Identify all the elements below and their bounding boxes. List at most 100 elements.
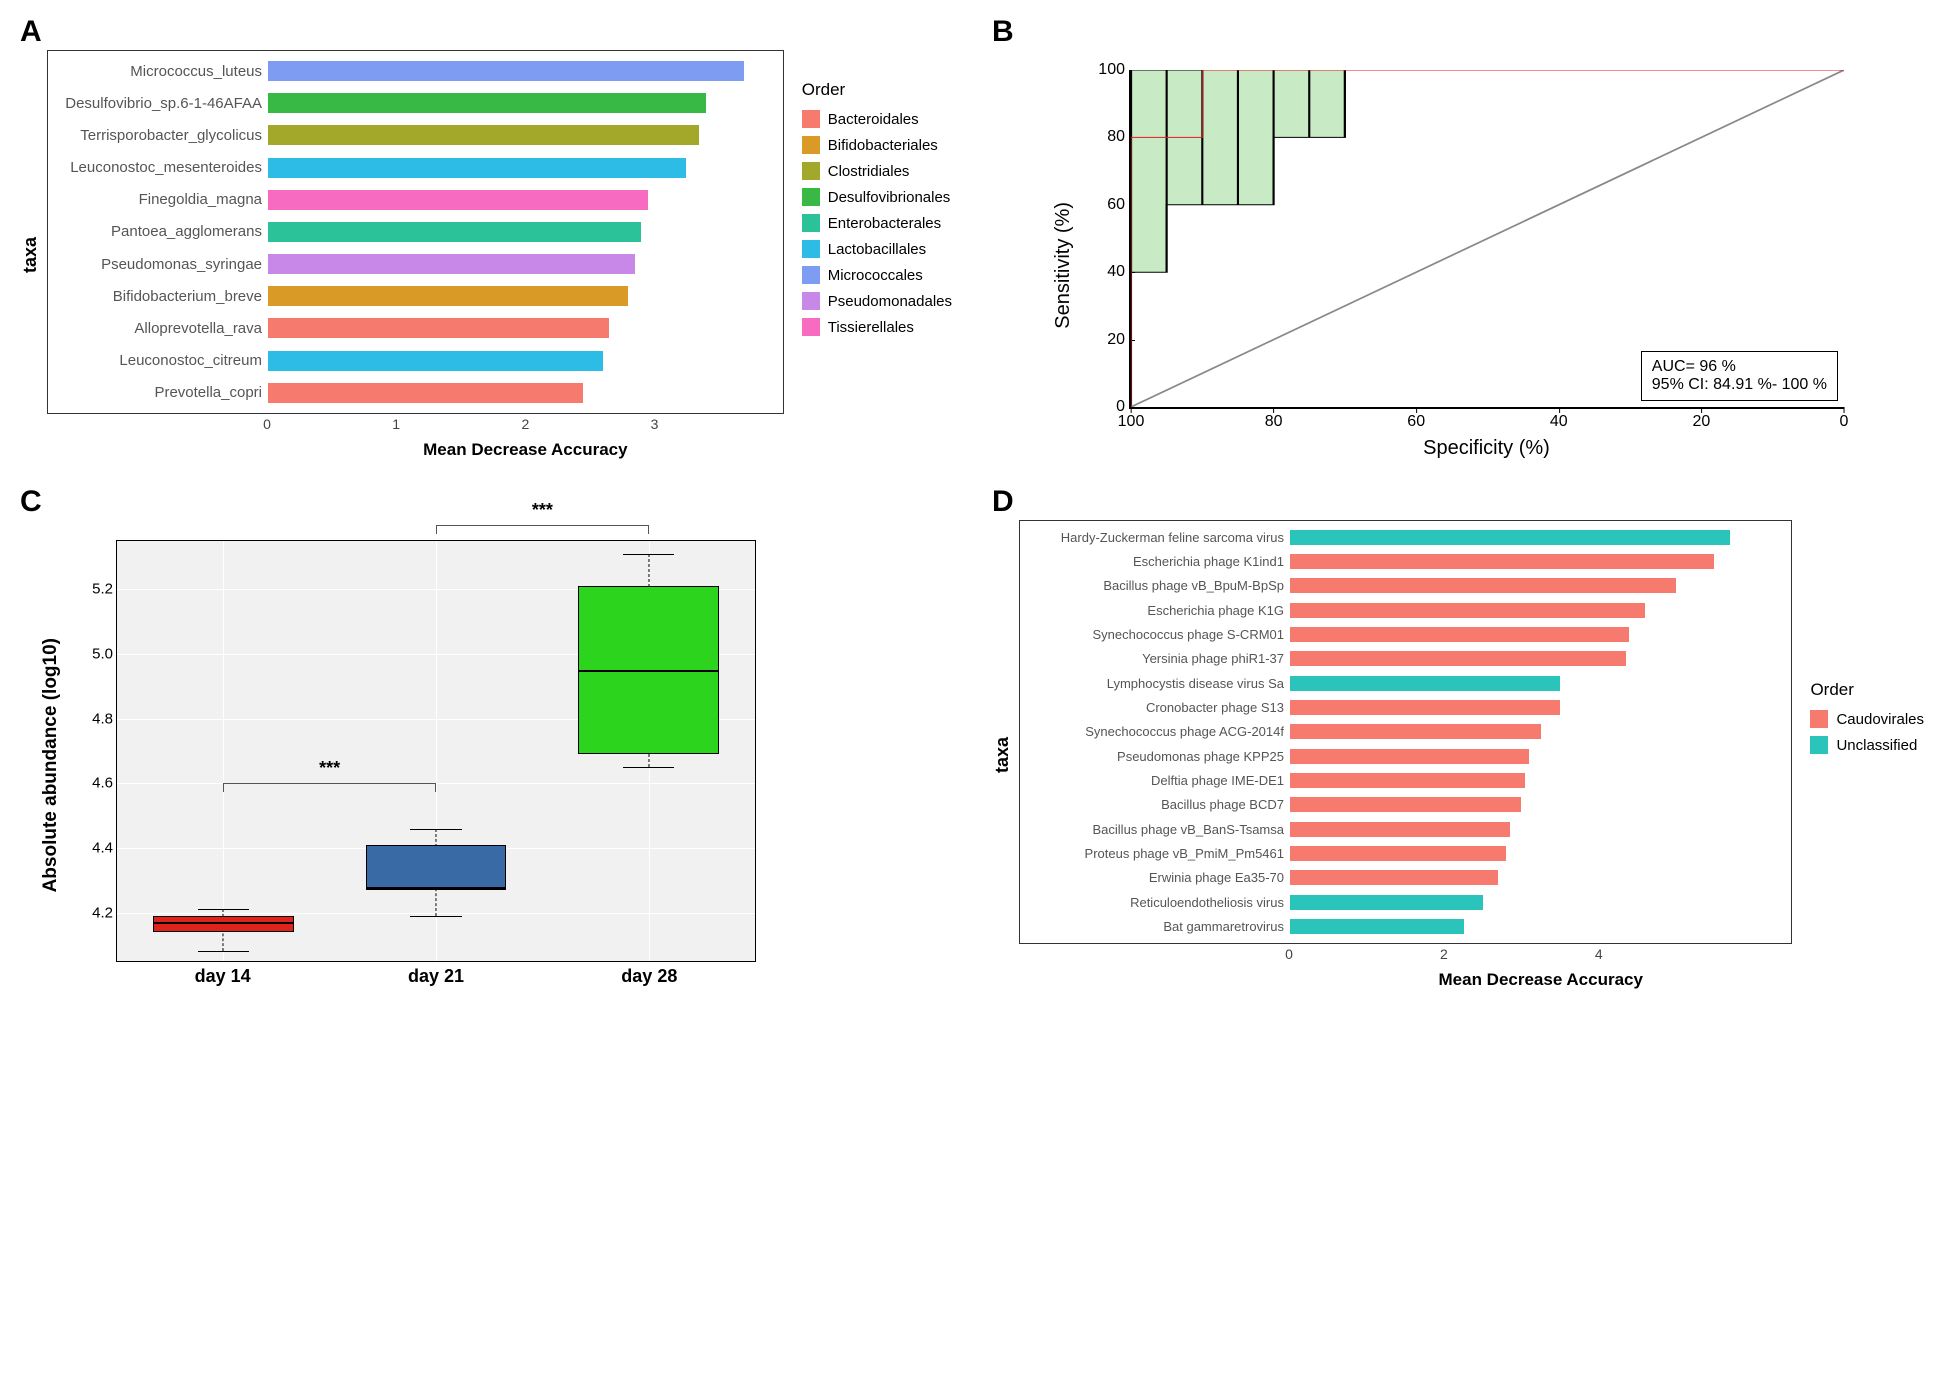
panel-c-ylabel: Absolute abundance (log10) — [40, 638, 68, 892]
legend-swatch — [802, 266, 820, 284]
panel-b-xlabel: Specificity (%) — [1129, 437, 1844, 460]
panel-d-ylabel: taxa — [992, 737, 1019, 773]
panel-d-taxon: Cronobacter phage S13 — [1028, 700, 1284, 715]
panel-d-xlabel: Mean Decrease Accuracy — [1289, 970, 1792, 990]
figure-grid: A taxa Micrococcus_luteusDesulfovibrio_s… — [20, 20, 1924, 990]
legend-swatch — [802, 292, 820, 310]
legend-item: Bacteroidales — [802, 110, 952, 128]
panel-d-bar — [1290, 627, 1629, 642]
xtick: 1 — [392, 416, 400, 432]
roc-ci-band — [1131, 70, 1559, 407]
legend-swatch — [802, 188, 820, 206]
xtick: 4 — [1595, 946, 1603, 962]
panel-d-taxon: Proteus phage vB_PmiM_Pm5461 — [1028, 846, 1284, 861]
panel-a-taxon: Prevotella_copri — [56, 384, 262, 401]
legend-item: Micrococcales — [802, 266, 952, 284]
legend-item: Lactobacillales — [802, 240, 952, 258]
panel-d-bar — [1290, 822, 1510, 837]
panel-a-bar — [268, 254, 635, 274]
panel-a-label: A — [20, 15, 42, 49]
legend-label: Clostridiales — [828, 163, 910, 180]
panel-d-taxon: Bacillus phage vB_BanS-Tsamsa — [1028, 822, 1284, 837]
panel-a-taxon: Alloprevotella_rava — [56, 320, 262, 337]
panel-c: C Absolute abundance (log10) 4.24.44.64.… — [20, 490, 952, 990]
panel-d-bar — [1290, 578, 1676, 593]
legend-swatch — [802, 318, 820, 336]
xtick: 3 — [651, 416, 659, 432]
xtick: 2 — [521, 416, 529, 432]
panel-b-label: B — [992, 15, 1014, 49]
panel-a-bar — [268, 286, 628, 306]
legend-item: Caudovirales — [1810, 710, 1924, 728]
ytick: 4.2 — [92, 904, 113, 921]
panel-d-bar — [1290, 846, 1506, 861]
panel-d-bar — [1290, 700, 1560, 715]
legend-label: Micrococcales — [828, 267, 923, 284]
panel-d-taxon: Bat gammaretrovirus — [1028, 919, 1284, 934]
legend-item: Desulfovibrionales — [802, 188, 952, 206]
legend-swatch — [802, 240, 820, 258]
panel-a-taxon: Finegoldia_magna — [56, 191, 262, 208]
panel-b: B Sensitivity (%) 020406080100 AUC= 96 %… — [992, 20, 1924, 460]
ytick: 5.0 — [92, 646, 113, 663]
legend-label: Desulfovibrionales — [828, 189, 951, 206]
panel-d-taxon: Reticuloendotheliosis virus — [1028, 895, 1284, 910]
panel-d-taxon: Pseudomonas phage KPP25 — [1028, 749, 1284, 764]
panel-b-ylabel: Sensitivity (%) — [1052, 202, 1079, 329]
xtick: 0 — [263, 416, 271, 432]
legend-item: Clostridiales — [802, 162, 952, 180]
panel-a-bar — [268, 158, 686, 178]
panel-a-bar — [268, 125, 699, 145]
panel-d-bar — [1290, 749, 1529, 764]
ytick: 4.4 — [92, 839, 113, 856]
legend-label: Unclassified — [1836, 737, 1917, 754]
panel-d-taxon: Yersinia phage phiR1-37 — [1028, 651, 1284, 666]
panel-d-taxon: Synechococcus phage ACG-2014f — [1028, 724, 1284, 739]
legend-swatch — [802, 136, 820, 154]
panel-a-ylabel: taxa — [20, 237, 47, 273]
legend-swatch — [1810, 710, 1828, 728]
panel-a-taxon: Pseudomonas_syringae — [56, 256, 262, 273]
panel-d-legend: Order Caudovirales Unclassified — [1810, 520, 1924, 762]
ytick: 4.6 — [92, 775, 113, 792]
panel-d-bar — [1290, 530, 1730, 545]
panel-a-chart: taxa Micrococcus_luteusDesulfovibrio_sp.… — [20, 50, 952, 460]
xtick: 60 — [1407, 413, 1425, 431]
auc-ci: 95% CI: 84.91 %- 100 % — [1652, 376, 1827, 394]
legend-item: Tissierellales — [802, 318, 952, 336]
panel-a-legend-title: Order — [802, 80, 952, 100]
xtick: 20 — [1692, 413, 1710, 431]
panel-a-bar — [268, 383, 583, 403]
panel-a-bar — [268, 318, 609, 338]
panel-a-xlabel: Mean Decrease Accuracy — [267, 440, 784, 460]
panel-a-taxon: Leuconostoc_mesenteroides — [56, 159, 262, 176]
legend-label: Caudovirales — [1836, 711, 1924, 728]
legend-swatch — [802, 162, 820, 180]
panel-d: D taxa Hardy-Zuckerman feline sarcoma vi… — [992, 490, 1924, 990]
significance-label: *** — [319, 758, 340, 779]
panel-a: A taxa Micrococcus_luteusDesulfovibrio_s… — [20, 20, 952, 460]
panel-c-chart: Absolute abundance (log10) 4.24.44.64.85… — [20, 520, 952, 990]
panel-d-legend-title: Order — [1810, 680, 1924, 700]
ytick: 100 — [1098, 61, 1125, 79]
xtick: 40 — [1550, 413, 1568, 431]
panel-d-label: D — [992, 485, 1014, 519]
ytick: 60 — [1107, 196, 1125, 214]
panel-d-bar — [1290, 919, 1464, 934]
panel-d-taxon: Bacillus phage vB_BpuM-BpSp — [1028, 578, 1284, 593]
legend-swatch — [802, 110, 820, 128]
panel-d-taxon: Lymphocystis disease virus Sa — [1028, 676, 1284, 691]
panel-d-bar — [1290, 724, 1541, 739]
xtick: day 14 — [195, 966, 251, 987]
ytick: 80 — [1107, 128, 1125, 146]
panel-a-legend: Order BacteroidalesBifidobacterialesClos… — [802, 50, 952, 344]
panel-d-taxon: Hardy-Zuckerman feline sarcoma virus — [1028, 530, 1284, 545]
panel-a-bar — [268, 190, 648, 210]
legend-label: Tissierellales — [828, 319, 914, 336]
legend-swatch — [802, 214, 820, 232]
panel-d-taxon: Erwinia phage Ea35-70 — [1028, 870, 1284, 885]
panel-d-bar — [1290, 797, 1521, 812]
legend-item: Unclassified — [1810, 736, 1924, 754]
xtick: 80 — [1265, 413, 1283, 431]
xtick: 0 — [1285, 946, 1293, 962]
